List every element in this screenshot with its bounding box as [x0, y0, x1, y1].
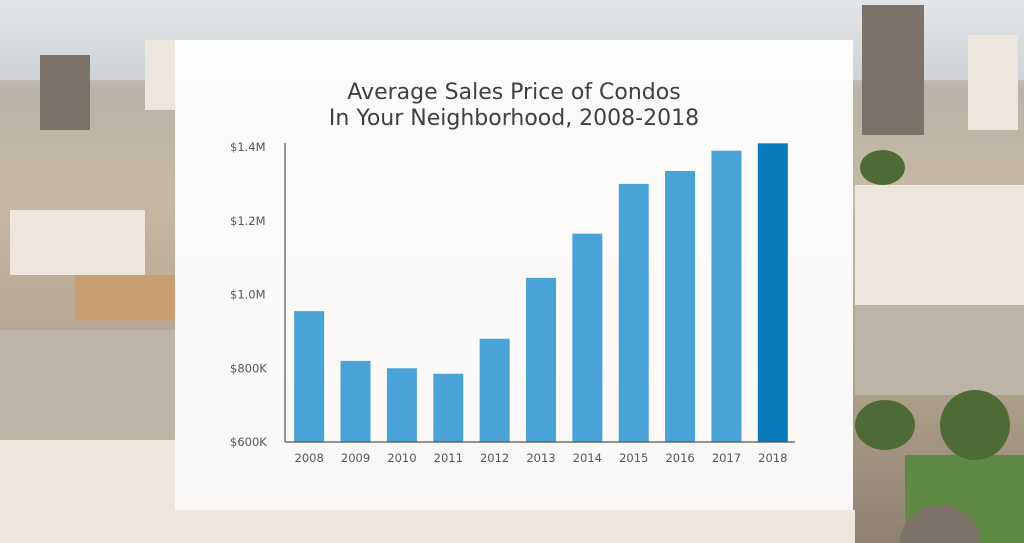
building [855, 305, 1024, 395]
building [0, 330, 175, 440]
y-tick-label: $1.2M [230, 214, 266, 228]
x-tick-label: 2016 [665, 451, 694, 465]
building [175, 510, 855, 543]
bar [386, 368, 417, 442]
building [855, 185, 1024, 305]
x-tick-label: 2010 [387, 451, 416, 465]
building [75, 275, 175, 320]
building [862, 5, 924, 135]
bar [433, 373, 464, 442]
bar [294, 311, 325, 442]
bar [757, 143, 788, 442]
chart-title: Average Sales Price of Condos In Your Ne… [175, 80, 853, 132]
bar [526, 277, 556, 442]
bar [479, 338, 510, 442]
y-tick-label: $1.0M [230, 288, 266, 302]
building [968, 35, 1018, 130]
x-tick-label: 2014 [573, 451, 602, 465]
x-tick-label: 2017 [712, 451, 741, 465]
tree [940, 390, 1010, 460]
bar-chart: $600K $800K $1.0M $1.2M $1.4M 2008 2009 2010 201… [230, 140, 795, 465]
building [145, 40, 175, 110]
tree [860, 150, 905, 185]
bar [572, 233, 603, 442]
bar [665, 170, 696, 442]
x-tick-label: 2015 [619, 451, 648, 465]
x-tick-label: 2012 [480, 451, 509, 465]
bar [618, 183, 649, 442]
bar [711, 150, 742, 442]
y-tick-label: $600K [230, 435, 267, 449]
bar [340, 360, 371, 442]
x-tick-label: 2011 [434, 451, 463, 465]
chart-title-line1: Average Sales Price of Condos [347, 80, 681, 105]
tree [855, 400, 915, 450]
x-tick-label: 2008 [295, 451, 324, 465]
x-tick-label: 2009 [341, 451, 370, 465]
x-tick-label: 2018 [758, 451, 787, 465]
building [0, 440, 175, 543]
y-tick-label: $1.4M [230, 140, 266, 154]
building [10, 210, 145, 275]
building [40, 55, 90, 130]
y-tick-label: $800K [230, 361, 267, 375]
x-tick-label: 2013 [526, 451, 555, 465]
chart-card: Average Sales Price of Condos In Your Ne… [175, 40, 853, 510]
chart-title-line2: In Your Neighborhood, 2008-2018 [328, 106, 700, 131]
